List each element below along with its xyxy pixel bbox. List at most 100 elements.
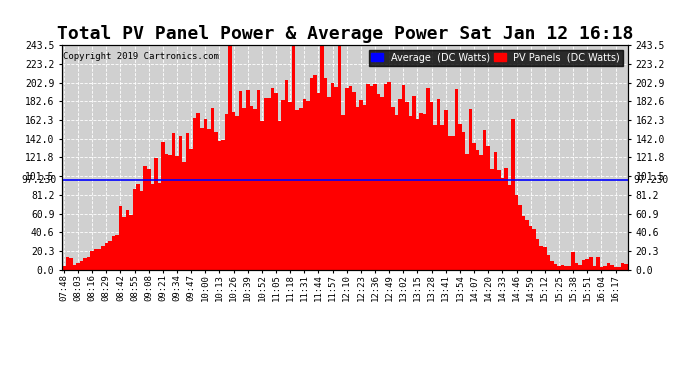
Bar bbox=[540, 246, 543, 270]
Bar bbox=[331, 82, 335, 270]
Bar bbox=[359, 100, 363, 270]
Bar bbox=[543, 247, 546, 270]
Bar bbox=[129, 215, 132, 270]
Bar bbox=[408, 116, 412, 270]
Legend: Average  (DC Watts), PV Panels  (DC Watts): Average (DC Watts), PV Panels (DC Watts) bbox=[368, 50, 623, 66]
Bar bbox=[282, 100, 285, 270]
Bar bbox=[270, 88, 274, 270]
Bar bbox=[242, 108, 246, 270]
Bar bbox=[624, 264, 628, 270]
Bar bbox=[465, 153, 469, 270]
Bar bbox=[313, 75, 317, 270]
Bar bbox=[80, 261, 83, 270]
Bar bbox=[458, 124, 462, 270]
Bar bbox=[147, 169, 150, 270]
Bar bbox=[299, 108, 302, 270]
Bar bbox=[83, 258, 87, 270]
Bar bbox=[426, 88, 430, 270]
Bar bbox=[119, 207, 122, 270]
Bar bbox=[373, 84, 377, 270]
Bar bbox=[197, 112, 200, 270]
Bar bbox=[342, 115, 345, 270]
Bar bbox=[444, 110, 448, 270]
Bar bbox=[327, 97, 331, 270]
Bar bbox=[62, 266, 66, 270]
Bar bbox=[433, 125, 437, 270]
Bar bbox=[614, 267, 618, 270]
Bar bbox=[278, 121, 282, 270]
Bar bbox=[246, 90, 250, 270]
Bar bbox=[101, 246, 105, 270]
Bar bbox=[186, 133, 189, 270]
Bar bbox=[221, 140, 225, 270]
Bar bbox=[558, 266, 561, 270]
Bar bbox=[603, 266, 607, 270]
Bar bbox=[274, 93, 278, 270]
Bar bbox=[480, 154, 483, 270]
Bar bbox=[335, 87, 338, 270]
Bar bbox=[200, 128, 204, 270]
Bar bbox=[596, 257, 600, 270]
Bar bbox=[150, 184, 154, 270]
Bar bbox=[493, 152, 497, 270]
Bar bbox=[210, 108, 214, 270]
Bar bbox=[235, 116, 239, 270]
Bar bbox=[182, 162, 186, 270]
Bar bbox=[72, 265, 76, 270]
Bar bbox=[306, 100, 310, 270]
Bar bbox=[105, 243, 108, 270]
Bar bbox=[387, 82, 391, 270]
Bar bbox=[179, 135, 182, 270]
Bar bbox=[112, 236, 115, 270]
Bar bbox=[348, 86, 352, 270]
Bar bbox=[522, 216, 525, 270]
Bar bbox=[504, 168, 508, 270]
Bar bbox=[515, 195, 518, 270]
Bar bbox=[568, 266, 571, 270]
Bar bbox=[550, 261, 553, 270]
Bar bbox=[214, 132, 218, 270]
Bar bbox=[366, 84, 370, 270]
Bar bbox=[363, 105, 366, 270]
Bar bbox=[76, 263, 80, 270]
Bar bbox=[448, 136, 451, 270]
Bar bbox=[355, 107, 359, 270]
Bar bbox=[292, 45, 295, 270]
Bar bbox=[607, 263, 610, 270]
Bar bbox=[462, 132, 465, 270]
Bar bbox=[402, 85, 405, 270]
Bar bbox=[324, 78, 327, 270]
Bar bbox=[295, 110, 299, 270]
Bar bbox=[267, 98, 270, 270]
Bar bbox=[189, 149, 193, 270]
Bar bbox=[398, 99, 402, 270]
Bar bbox=[420, 113, 423, 270]
Bar bbox=[69, 258, 72, 270]
Bar bbox=[455, 89, 458, 270]
Bar bbox=[253, 109, 257, 270]
Bar bbox=[437, 99, 440, 270]
Bar bbox=[310, 78, 313, 270]
Bar bbox=[589, 257, 593, 270]
Bar bbox=[384, 84, 387, 270]
Bar bbox=[391, 107, 395, 270]
Bar bbox=[161, 142, 165, 270]
Bar bbox=[508, 186, 511, 270]
Bar bbox=[115, 234, 119, 270]
Bar bbox=[264, 98, 267, 270]
Bar bbox=[108, 242, 112, 270]
Bar bbox=[501, 178, 504, 270]
Bar bbox=[140, 191, 144, 270]
Bar bbox=[536, 239, 540, 270]
Bar bbox=[412, 96, 415, 270]
Bar bbox=[232, 112, 235, 270]
Bar bbox=[207, 129, 210, 270]
Bar bbox=[157, 183, 161, 270]
Text: 97.230: 97.230 bbox=[21, 175, 57, 185]
Bar bbox=[486, 146, 490, 270]
Bar bbox=[483, 130, 486, 270]
Bar bbox=[288, 102, 292, 270]
Bar bbox=[94, 249, 97, 270]
Bar bbox=[90, 251, 94, 270]
Bar bbox=[529, 226, 533, 270]
